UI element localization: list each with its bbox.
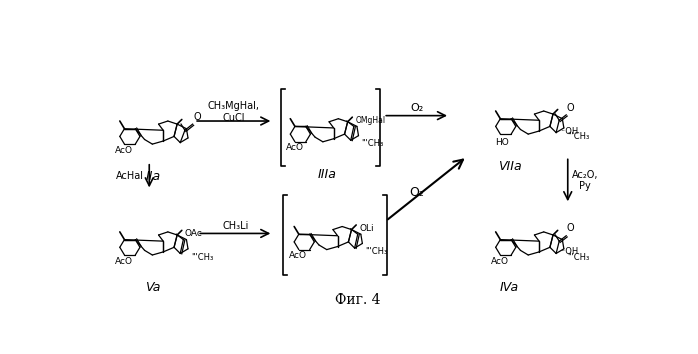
Text: O: O (567, 223, 574, 233)
Text: '''CH₃: '''CH₃ (567, 253, 589, 262)
Text: OAc: OAc (185, 229, 203, 238)
Text: O₂: O₂ (409, 186, 424, 199)
Text: HO: HO (495, 138, 509, 147)
Text: ··OH: ··OH (560, 126, 578, 136)
Text: IIIa: IIIa (318, 168, 337, 181)
Text: CH₃Li: CH₃Li (222, 221, 248, 231)
Text: VIIa: VIIa (498, 160, 521, 173)
Text: O: O (567, 103, 574, 113)
Text: O₂: O₂ (410, 103, 423, 113)
Text: AcHal: AcHal (116, 171, 144, 182)
Text: CH₃MgHal,
CuCl: CH₃MgHal, CuCl (208, 101, 260, 122)
Text: IVa: IVa (500, 281, 519, 294)
Text: OLi: OLi (359, 224, 374, 233)
Text: OMgHal: OMgHal (355, 116, 385, 125)
Text: Va: Va (145, 281, 161, 294)
Text: AcO: AcO (491, 257, 509, 266)
Text: AcO: AcO (285, 143, 304, 152)
Text: AcO: AcO (290, 251, 307, 260)
Text: O: O (193, 112, 201, 122)
Text: '''CH₃: '''CH₃ (567, 132, 589, 141)
Text: AcO: AcO (115, 257, 133, 266)
Text: '''CH₃: '''CH₃ (362, 139, 384, 148)
Text: '''CH₃: '''CH₃ (366, 247, 387, 256)
Text: AcO: AcO (115, 145, 133, 155)
Text: ··OH: ··OH (560, 247, 578, 256)
Text: Ac₂O,
Py: Ac₂O, Py (572, 170, 598, 191)
Text: '''CH₃: '''CH₃ (191, 253, 214, 262)
Text: Фиг. 4: Фиг. 4 (335, 293, 380, 307)
Text: IIa: IIa (146, 170, 161, 183)
